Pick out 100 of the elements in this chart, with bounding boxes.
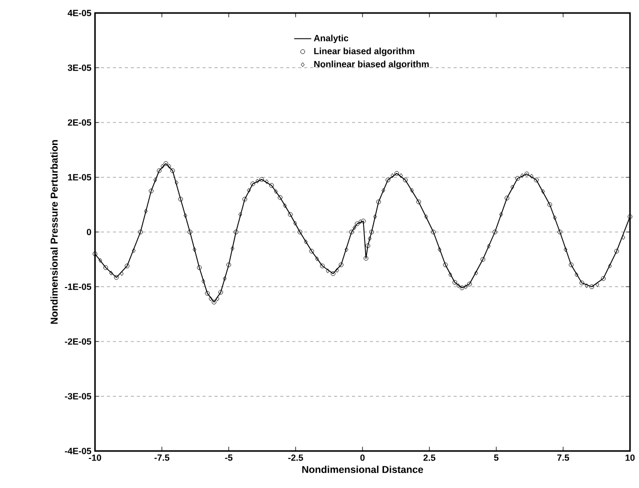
point xyxy=(352,225,356,230)
y-tick-label: 0 xyxy=(86,228,92,236)
point xyxy=(256,178,260,184)
point xyxy=(382,188,386,193)
point xyxy=(222,276,227,281)
point xyxy=(553,215,557,220)
point xyxy=(109,270,113,276)
point xyxy=(443,262,448,268)
point xyxy=(376,200,381,204)
point xyxy=(320,264,325,268)
point xyxy=(226,262,232,268)
point xyxy=(259,177,264,182)
point xyxy=(202,278,206,284)
point xyxy=(148,188,154,194)
point xyxy=(460,286,464,290)
x-tick-label: 2.5 xyxy=(423,454,436,461)
point xyxy=(438,247,442,252)
point xyxy=(298,230,302,234)
point xyxy=(386,178,390,182)
point xyxy=(304,240,308,244)
point xyxy=(338,262,344,268)
y-tick-label: 3E-05 xyxy=(68,64,92,71)
point xyxy=(174,180,178,186)
point xyxy=(274,189,278,194)
point xyxy=(293,220,297,226)
point xyxy=(360,218,366,224)
point xyxy=(534,178,539,182)
y-tick-label: 2E-05 xyxy=(68,119,92,126)
point xyxy=(103,265,108,270)
point xyxy=(364,256,368,261)
point xyxy=(234,230,238,234)
point xyxy=(178,196,183,202)
point xyxy=(216,296,220,302)
point xyxy=(510,184,514,190)
legend-label: Analytic xyxy=(314,34,348,44)
point xyxy=(238,212,242,217)
y-tick-label: -1E-05 xyxy=(64,284,92,290)
point xyxy=(354,221,360,226)
point xyxy=(170,168,175,174)
point xyxy=(614,248,619,254)
point xyxy=(467,282,472,286)
point xyxy=(344,247,348,252)
x-tick-label: 10 xyxy=(626,454,635,461)
point xyxy=(596,282,600,287)
y-tick-label: -2E-05 xyxy=(64,338,92,345)
point xyxy=(250,181,256,186)
point xyxy=(568,262,574,268)
point xyxy=(373,214,377,220)
point xyxy=(120,271,124,276)
point xyxy=(402,178,408,182)
point xyxy=(486,244,491,249)
point xyxy=(520,173,524,178)
point xyxy=(368,236,372,241)
point xyxy=(589,284,594,290)
point xyxy=(358,219,362,224)
point xyxy=(480,257,486,262)
point xyxy=(98,258,102,263)
point xyxy=(424,214,428,220)
point xyxy=(366,243,370,248)
point xyxy=(264,179,269,184)
point xyxy=(230,246,234,251)
point xyxy=(541,189,545,194)
y-tick-label: -3E-05 xyxy=(64,393,92,400)
point xyxy=(114,275,119,280)
point xyxy=(315,256,319,262)
point xyxy=(416,200,422,204)
y-tick-label: 4E-05 xyxy=(68,10,92,16)
point xyxy=(600,276,606,281)
point xyxy=(138,230,143,234)
point xyxy=(156,168,162,174)
point xyxy=(218,290,224,295)
point xyxy=(288,212,293,217)
point xyxy=(309,248,314,254)
x-tick-label: 7.5 xyxy=(557,454,570,461)
x-tick-label: -7.5 xyxy=(154,454,170,461)
point xyxy=(269,183,274,188)
point xyxy=(499,212,503,217)
point xyxy=(456,283,460,288)
point xyxy=(452,280,458,285)
point xyxy=(410,188,414,193)
point xyxy=(474,270,478,276)
point xyxy=(464,284,468,290)
point xyxy=(168,164,172,169)
point xyxy=(390,173,394,178)
point xyxy=(144,208,148,214)
legend-label: Nonlinear biased algorithm xyxy=(314,60,429,70)
point xyxy=(242,196,248,202)
point xyxy=(153,178,158,182)
point xyxy=(212,300,216,304)
point xyxy=(530,174,534,178)
point xyxy=(574,272,578,278)
point xyxy=(283,203,287,208)
point xyxy=(335,268,339,273)
point xyxy=(278,195,282,200)
x-tick-label: -5 xyxy=(225,454,232,461)
point xyxy=(558,230,562,234)
point xyxy=(369,230,374,234)
point xyxy=(492,230,498,234)
x-tick-label: -10 xyxy=(88,454,102,461)
point xyxy=(349,230,354,234)
